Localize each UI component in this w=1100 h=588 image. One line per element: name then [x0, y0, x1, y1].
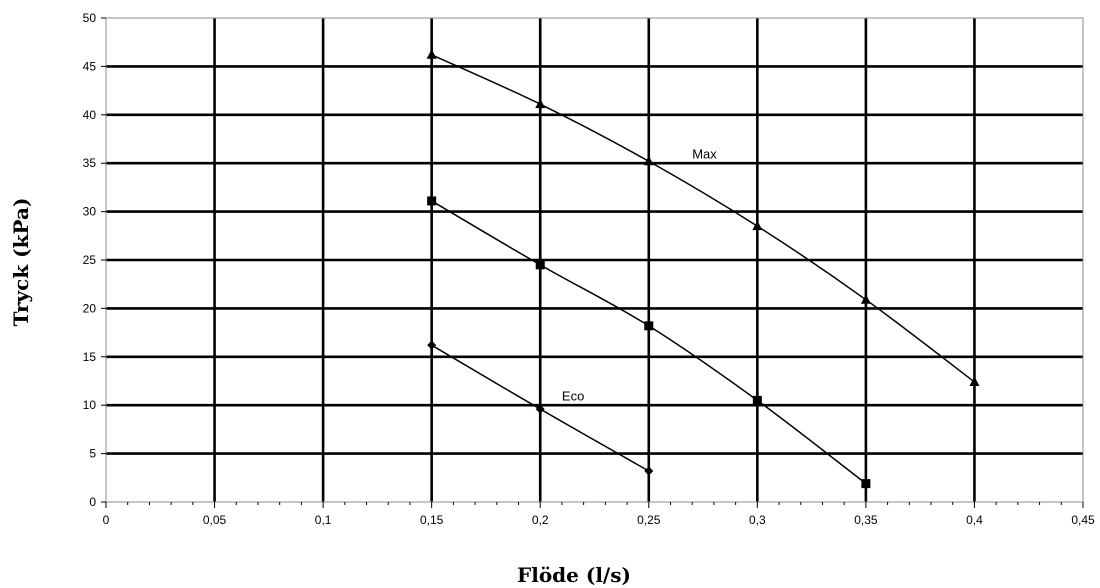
series-2-point-2: [644, 466, 654, 476]
series-lines: [431, 54, 975, 485]
x-axis-minor-ticks: [101, 17, 1084, 508]
x-tick-label-0: 0: [103, 513, 110, 527]
series-0-point-2: [643, 155, 654, 166]
series-1-point-4: [861, 479, 871, 489]
y-tick-label-5: 25: [83, 253, 97, 267]
y-tick-label-8: 40: [83, 108, 97, 122]
y-tick-label-7: 35: [83, 156, 97, 170]
y-tick-label-10: 50: [83, 11, 97, 25]
series-0-point-3: [752, 220, 763, 231]
series-1-point-2: [644, 321, 654, 331]
y-tick-label-3: 15: [83, 350, 97, 364]
series-2-point-0: [427, 340, 437, 350]
x-axis-title: Flöde (l/s): [517, 563, 631, 587]
series-1-point-1: [535, 260, 545, 270]
series-markers: [426, 49, 980, 489]
series-1-point-3: [752, 395, 762, 405]
x-tick-label-5: 0,25: [637, 513, 661, 527]
x-axis-tick-labels: 0 0,05 0,1 0,15 0,2 0,25 0,3 0,35 0,4 0,45: [103, 513, 1095, 527]
series-0-point-5: [969, 376, 980, 386]
y-axis-tick-labels: 0 5 10 15 20 25 30 35 40 45 50: [83, 11, 97, 509]
y-tick-label-0: 0: [89, 495, 96, 509]
series-label-2: Eco: [562, 388, 584, 403]
series-annotations: Max Eco: [562, 146, 717, 403]
y-axis-title: Tryck (kPa): [9, 198, 33, 327]
grid-lines: [105, 18, 1083, 503]
x-tick-label-1: 0,05: [203, 513, 227, 527]
x-tick-label-2: 0,1: [315, 513, 332, 527]
series-2-point-1: [535, 404, 545, 414]
series-1-point-0: [427, 196, 437, 206]
x-tick-label-3: 0,15: [420, 513, 444, 527]
x-tick-label-9: 0,45: [1071, 513, 1095, 527]
x-tick-label-4: 0,2: [532, 513, 549, 527]
series-0-point-0: [426, 49, 437, 59]
x-tick-label-7: 0,35: [854, 513, 878, 527]
y-tick-label-6: 30: [83, 205, 97, 219]
x-tick-label-6: 0,3: [749, 513, 766, 527]
y-tick-label-9: 45: [83, 59, 97, 73]
series-0-point-4: [860, 294, 871, 304]
y-tick-label-4: 20: [83, 301, 97, 315]
series-0-point-1: [535, 98, 546, 109]
series-line-0: [431, 54, 975, 383]
y-tick-label-1: 5: [89, 447, 96, 461]
y-tick-label-2: 10: [83, 398, 97, 412]
x-tick-label-8: 0,4: [966, 513, 983, 527]
series-label-0: Max: [692, 146, 717, 161]
